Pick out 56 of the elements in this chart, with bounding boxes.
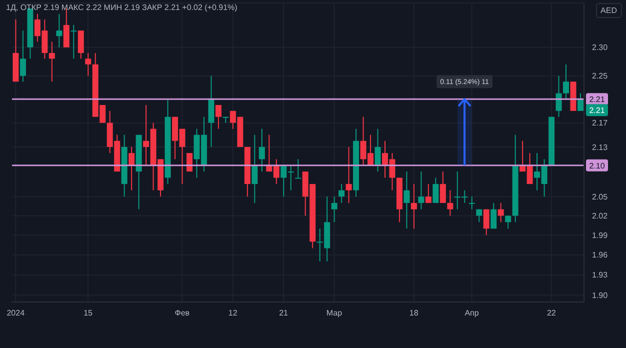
y-axis-title: AED xyxy=(596,3,622,18)
candlestick xyxy=(490,202,497,230)
x-tick-label: 21 xyxy=(279,308,289,318)
x-tick-label: Апр xyxy=(464,308,480,318)
candlestick xyxy=(374,128,381,172)
y-tick-label: 2.25 xyxy=(592,72,608,81)
y-tick-label: 2.13 xyxy=(592,142,608,152)
candlestick xyxy=(468,196,475,210)
candlestick xyxy=(498,202,504,223)
x-tick-label: 22 xyxy=(546,308,556,318)
candlestick xyxy=(346,146,352,204)
candlestick xyxy=(70,24,77,60)
x-tick-label: Мар xyxy=(326,308,343,318)
candlestick xyxy=(331,196,338,223)
candlestick xyxy=(20,30,26,82)
candlestick xyxy=(505,215,512,230)
candlestick xyxy=(252,134,258,204)
candlestick xyxy=(56,13,62,48)
candlestick xyxy=(483,208,490,236)
x-tick-label: 15 xyxy=(84,308,94,318)
ref-line-label: 2.10 xyxy=(589,161,606,170)
candlestick xyxy=(128,146,135,191)
y-tick-label: 1.99 xyxy=(592,230,608,240)
y-tick-label: 2.17 xyxy=(592,118,608,128)
candlestick xyxy=(556,75,562,118)
candlestick xyxy=(577,92,584,112)
candlestick xyxy=(447,190,454,216)
candlestick xyxy=(418,171,424,210)
y-tick-label: 2.02 xyxy=(592,212,608,221)
candlestick xyxy=(295,158,302,179)
y-tick-label: 2.30 xyxy=(592,43,608,52)
x-tick-label: 12 xyxy=(228,308,238,318)
candlestick xyxy=(563,64,570,100)
candlestick xyxy=(410,184,417,230)
x-tick-label: 2024 xyxy=(6,308,26,318)
annotation: 2.21 xyxy=(589,106,606,116)
y-tick-label: 1.93 xyxy=(592,270,608,280)
candlestick xyxy=(48,41,55,82)
candlestick xyxy=(338,184,345,204)
x-tick-label: 18 xyxy=(409,308,419,318)
candlestick xyxy=(78,30,84,60)
candlestick xyxy=(404,171,410,230)
candlestick xyxy=(215,104,222,130)
candlestick xyxy=(208,75,214,148)
x-tick-label: Фев xyxy=(174,308,190,318)
y-tick-label: 2.05 xyxy=(592,192,608,202)
candlestick xyxy=(258,128,265,172)
candlestick xyxy=(425,184,432,204)
y-tick-label: 1.90 xyxy=(592,290,608,300)
candlestick xyxy=(440,171,446,204)
y-tick-label: 1.96 xyxy=(592,250,608,260)
candlestick xyxy=(476,208,482,223)
candlestick xyxy=(432,177,439,204)
chart-title: 1Д, ОТКР 2.19 МАКС 2.22 МИН 2.19 ЗАКР 2.21 +0.02 (+0.91%) xyxy=(6,3,238,12)
candlestick xyxy=(85,52,92,76)
ref-line-label: 2.21 xyxy=(589,95,606,104)
